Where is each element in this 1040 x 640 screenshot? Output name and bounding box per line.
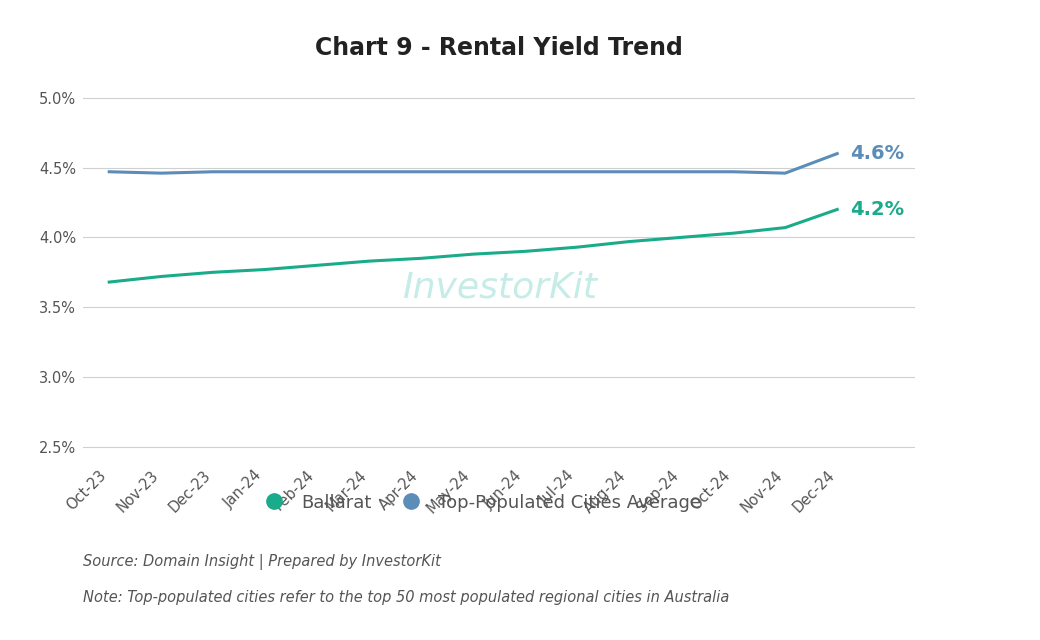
Text: 4.2%: 4.2% xyxy=(851,200,905,219)
Title: Chart 9 - Rental Yield Trend: Chart 9 - Rental Yield Trend xyxy=(315,36,683,60)
Text: InvestorKit: InvestorKit xyxy=(401,271,597,305)
Text: Note: Top-populated cities refer to the top 50 most populated regional cities in: Note: Top-populated cities refer to the … xyxy=(83,589,730,605)
Text: 4.6%: 4.6% xyxy=(851,144,905,163)
Legend: Ballarat, Top-Populated Cities Average: Ballarat, Top-Populated Cities Average xyxy=(249,486,708,519)
Text: Source: Domain Insight | Prepared by InvestorKit: Source: Domain Insight | Prepared by Inv… xyxy=(83,554,441,570)
